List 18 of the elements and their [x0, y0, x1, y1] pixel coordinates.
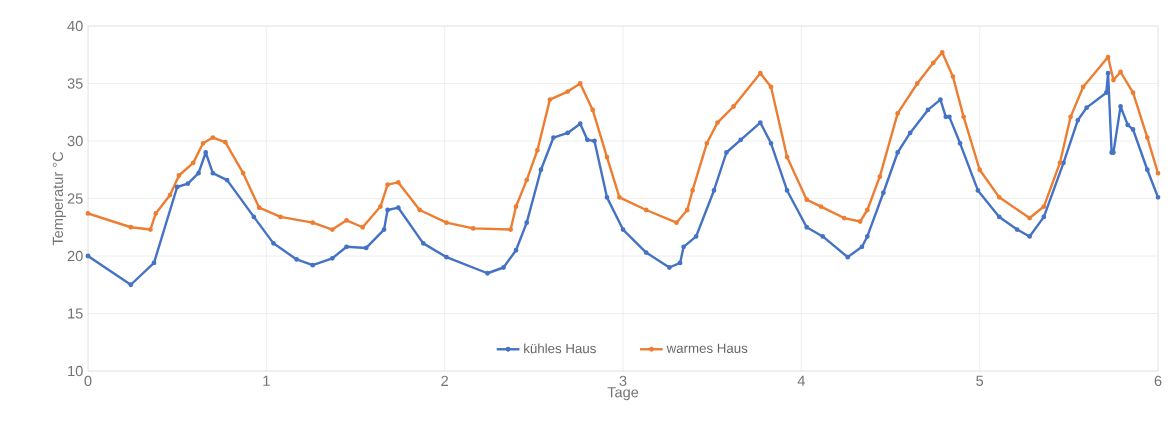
x-tick-label: 1 — [263, 375, 270, 386]
y-axis-title: Temperatur °C — [52, 151, 66, 246]
y-tick-label: 35 — [67, 78, 83, 89]
legend-label: kühles Haus — [524, 343, 596, 354]
y-tick-label: 10 — [68, 365, 83, 377]
legend-label: warmes Haus — [666, 343, 748, 353]
x-axis-title: Tage — [607, 387, 639, 401]
x-tick-label: 2 — [441, 375, 449, 386]
x-tick-label: 6 — [1154, 375, 1162, 387]
x-tick-label: 0 — [84, 375, 92, 387]
y-tick-label: 15 — [68, 308, 83, 319]
x-tick-label: 4 — [797, 375, 805, 386]
x-tick-label: 3 — [619, 375, 627, 387]
y-tick-label: 40 — [67, 20, 83, 32]
x-tick-label: 5 — [976, 375, 984, 386]
y-tick-label: 25 — [67, 193, 83, 204]
y-tick-label: 20 — [67, 250, 83, 262]
y-tick-label: 30 — [67, 135, 83, 147]
